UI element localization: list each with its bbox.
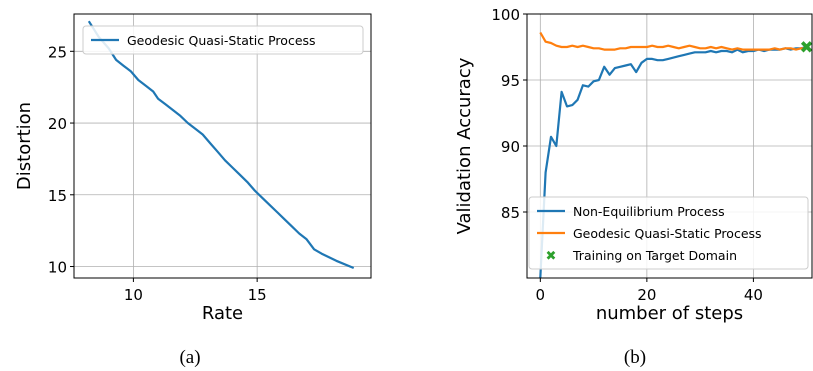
series-line-1 bbox=[539, 31, 807, 51]
y-tick-label: 95 bbox=[501, 72, 520, 90]
legend: Geodesic Quasi-Static Process bbox=[82, 25, 364, 55]
legend-label: Non-Equilibrium Process bbox=[573, 204, 725, 219]
y-axis-label: Validation Accuracy bbox=[454, 57, 475, 234]
chart-a: 10 15 10 15 20 25 Rate Distortion (a) Geodesic Qu… bbox=[14, 13, 372, 368]
legend: Non-Equilibrium Process Geodesic Quasi-St… bbox=[528, 196, 809, 270]
x-axis-label: number of steps bbox=[596, 303, 743, 324]
x-tick-label: 20 bbox=[637, 286, 656, 304]
series-marker-point: ✖ bbox=[800, 38, 813, 58]
legend-label: Geodesic Quasi-Static Process bbox=[127, 33, 316, 48]
chart-b: ✖ 0 20 40 85 90 95 100 number of steps Validation… bbox=[454, 6, 813, 368]
y-axis-label: Distortion bbox=[14, 102, 35, 190]
panel-caption: (a) bbox=[179, 347, 200, 368]
y-tick-label: 25 bbox=[48, 43, 67, 61]
legend-box bbox=[528, 196, 809, 270]
y-tick-label: 15 bbox=[48, 187, 67, 205]
y-tick-label: 90 bbox=[501, 138, 520, 156]
y-tick-label: 85 bbox=[501, 204, 520, 222]
legend-label: Geodesic Quasi-Static Process bbox=[573, 226, 762, 241]
legend-box bbox=[82, 25, 364, 55]
x-tick-label: 40 bbox=[744, 286, 763, 304]
legend-swatch-marker: ✖ bbox=[546, 249, 557, 264]
y-tick-label: 100 bbox=[491, 6, 520, 24]
x-tick-label: 15 bbox=[248, 286, 267, 304]
plot-frame bbox=[73, 13, 372, 279]
x-axis-label: Rate bbox=[202, 303, 243, 324]
x-tick-label: 0 bbox=[536, 286, 546, 304]
panel-caption: (b) bbox=[624, 347, 646, 368]
legend-label: Training on Target Domain bbox=[572, 248, 737, 263]
x-tick-label: 10 bbox=[124, 286, 143, 304]
y-tick-label: 20 bbox=[48, 115, 67, 133]
series-line-0 bbox=[87, 20, 355, 270]
y-tick-label: 10 bbox=[48, 259, 67, 277]
